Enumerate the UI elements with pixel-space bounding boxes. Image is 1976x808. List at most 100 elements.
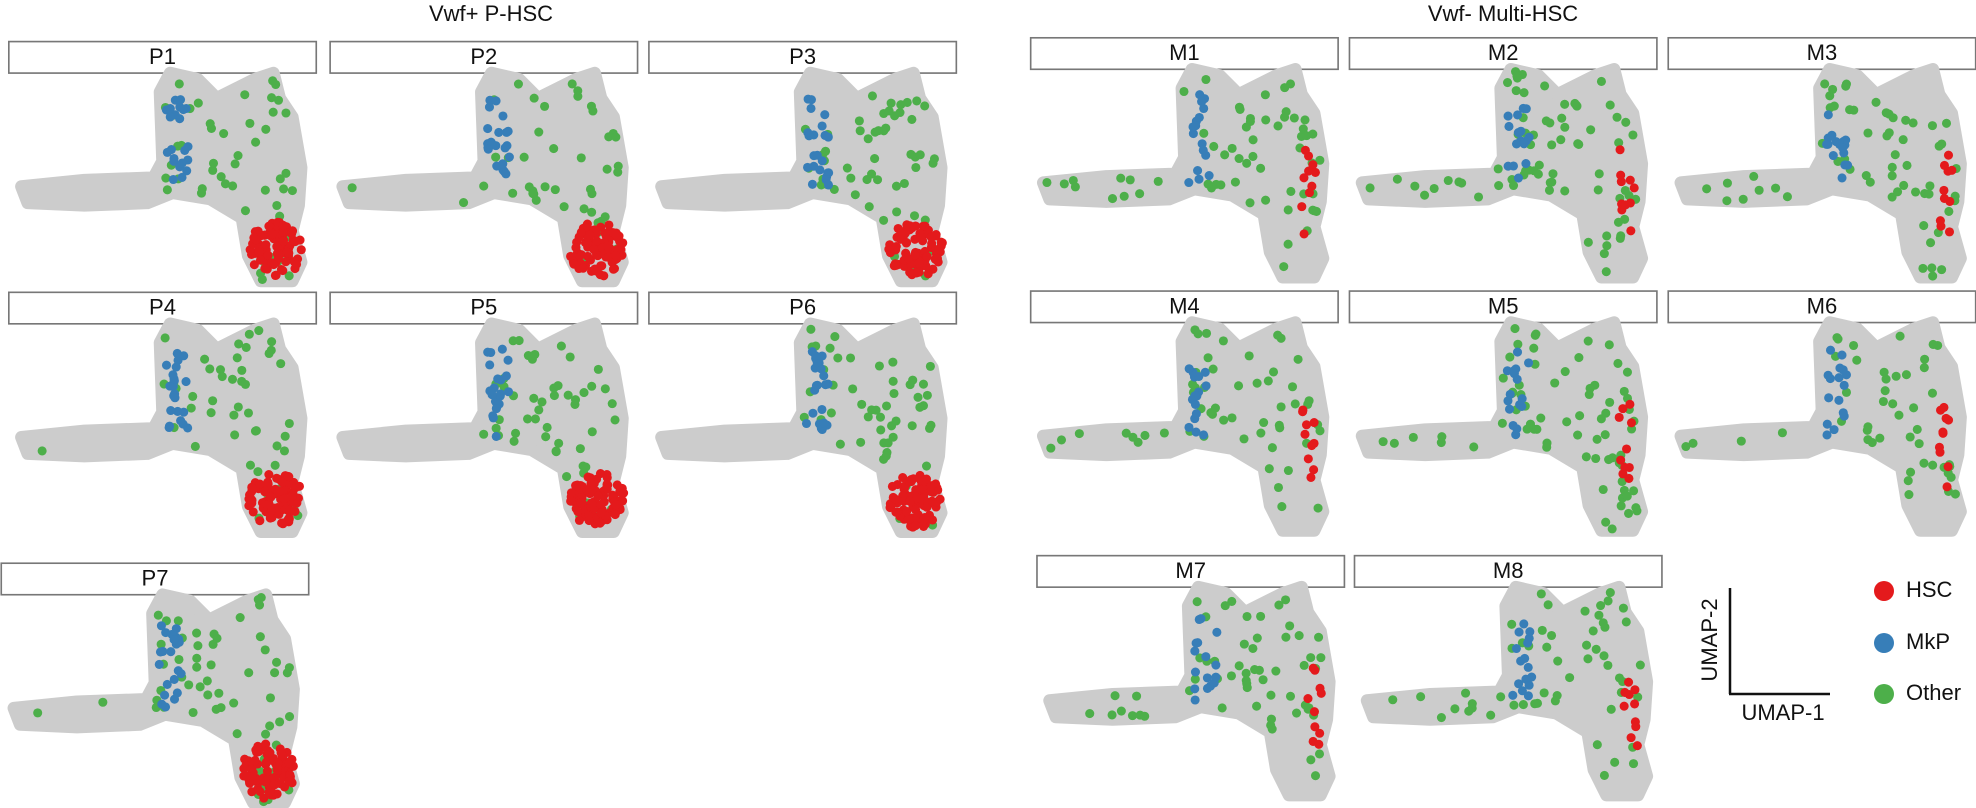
cell-dot (1276, 402, 1286, 412)
umap-background (655, 66, 948, 288)
cell-dot (193, 98, 203, 108)
cell-dot (1190, 684, 1200, 694)
cell-dot (279, 184, 289, 194)
cell-dot (1191, 409, 1201, 419)
cell-dot (907, 114, 917, 124)
cell-dot (242, 771, 252, 781)
axis-guide: UMAP-2 UMAP-1 (1697, 588, 1830, 725)
cell-dot (1194, 174, 1204, 184)
cell-dot (1046, 443, 1056, 453)
cell-dot (154, 659, 164, 669)
cell-dot (1542, 642, 1552, 652)
cell-dot (1594, 169, 1604, 179)
cell-dot (1179, 86, 1189, 97)
cell-dot (1560, 122, 1570, 132)
cell-dot (1242, 611, 1252, 622)
cell-dot (168, 381, 178, 391)
cell-dot (1188, 129, 1198, 139)
cell-dot (1304, 188, 1315, 198)
cell-dot (1410, 181, 1420, 191)
cell-dot (589, 245, 599, 255)
cell-dot (1408, 432, 1418, 442)
cell-dot (192, 653, 202, 663)
cell-dot (1281, 595, 1291, 605)
cell-dot (1518, 103, 1528, 113)
cell-dot (910, 505, 921, 515)
cell-dot (1598, 484, 1608, 495)
cell-dot (891, 507, 902, 517)
cell-dot (1550, 378, 1560, 388)
cell-dot (1245, 198, 1255, 208)
cell-dot (566, 496, 576, 506)
cell-dot (1841, 81, 1851, 91)
cell-dot (1573, 430, 1583, 440)
cell-dot (172, 348, 182, 359)
cell-dot (529, 93, 539, 103)
cell-dot (1899, 180, 1909, 190)
cell-dot (806, 95, 816, 105)
cell-dot (1588, 626, 1598, 636)
cell-dot (275, 250, 285, 260)
cell-dot (157, 699, 167, 709)
cell-dot (1250, 665, 1260, 675)
cell-dot (1127, 711, 1138, 721)
cell-dot (1042, 177, 1052, 188)
cell-dot (284, 712, 295, 722)
cell-dot (1539, 688, 1549, 698)
cell-dot (1517, 394, 1527, 404)
cell-dot (895, 107, 905, 118)
cell-dot (485, 360, 495, 370)
cell-dot (915, 402, 925, 412)
cell-dot (930, 244, 940, 255)
cell-dot (1523, 662, 1533, 672)
umap-background (1036, 316, 1330, 537)
cell-dot (1188, 122, 1198, 132)
cell-dot (551, 446, 561, 456)
cell-dot (260, 264, 270, 274)
cell-dot (1825, 103, 1835, 113)
cell-dot (1184, 177, 1194, 188)
cell-dot (217, 371, 227, 382)
panel-label: M3 (1807, 40, 1838, 65)
cell-dot (491, 431, 501, 441)
cell-dot (1582, 640, 1592, 650)
cell-dot (202, 676, 212, 686)
cell-dot (1201, 652, 1211, 662)
cell-dot (540, 101, 550, 111)
cell-dot (1937, 265, 1947, 275)
cell-dot (186, 403, 196, 413)
cell-dot (1904, 490, 1914, 500)
cell-dot (1529, 343, 1539, 353)
cell-dot (1519, 139, 1529, 149)
cell-dot (1591, 453, 1601, 464)
cell-dot (1226, 671, 1236, 681)
cell-dot (819, 418, 829, 428)
cell-dot (503, 387, 514, 397)
cell-dot (1289, 113, 1299, 123)
cell-dot (567, 79, 577, 89)
cell-dot (613, 161, 623, 171)
cell-dot (806, 103, 816, 113)
panel-header (1667, 290, 1976, 324)
cell-dot (927, 496, 937, 506)
cell-dot (1218, 336, 1228, 346)
cell-dot (1200, 367, 1210, 377)
cell-dot (182, 166, 192, 176)
cell-dot (283, 471, 293, 481)
panel-label: P5 (470, 295, 497, 320)
cell-dot (1132, 691, 1142, 701)
cell-dot (603, 252, 613, 262)
cell-dot (1613, 217, 1623, 227)
cell-dot (230, 430, 240, 440)
cell-dot (815, 165, 825, 175)
cell-dot (1837, 350, 1847, 360)
cell-dot (1056, 435, 1067, 445)
panel-label: M1 (1169, 40, 1200, 65)
cell-dot (1943, 150, 1954, 160)
cell-dot (265, 748, 275, 758)
cell-dot (239, 764, 249, 774)
cell-dot (284, 663, 294, 673)
panel-label: M6 (1807, 293, 1838, 318)
cell-dot (1521, 159, 1531, 169)
cell-dot (1520, 653, 1530, 663)
